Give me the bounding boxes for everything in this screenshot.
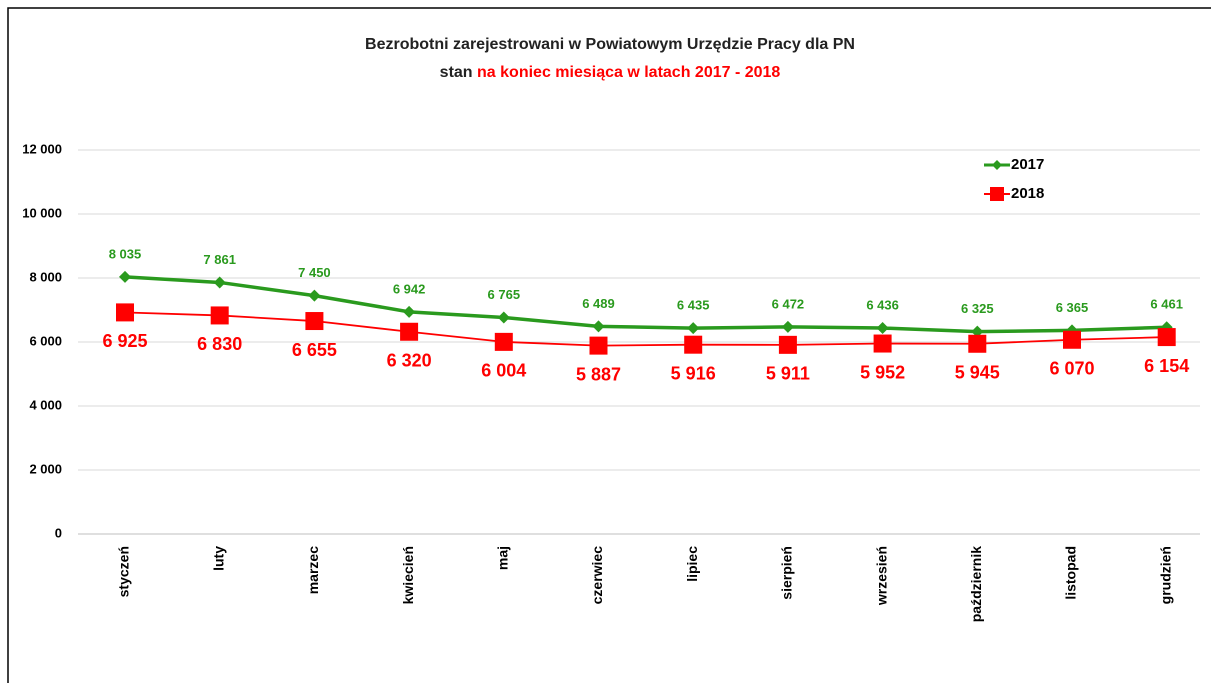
data-label: 6 925 — [102, 331, 147, 351]
x-tick-label: kwiecień — [400, 546, 416, 604]
chart-title: Bezrobotni zarejestrowani w Powiatowym U… — [365, 36, 855, 53]
x-tick-label: sierpień — [779, 546, 795, 600]
x-tick-label: styczeń — [116, 546, 132, 597]
marker — [400, 322, 419, 341]
y-tick-label: 0 — [55, 525, 62, 540]
y-tick-label: 8 000 — [29, 269, 62, 284]
marker — [687, 322, 700, 335]
marker — [876, 322, 889, 335]
x-tick-label: marzec — [305, 546, 321, 594]
marker — [494, 332, 513, 351]
x-tick-label: czerwiec — [589, 546, 605, 605]
data-label: 6 004 — [481, 361, 526, 381]
marker — [1157, 328, 1176, 347]
subtitle-part: na koniec miesiąca w latach 2017 - 2018 — [477, 64, 780, 81]
legend-marker — [990, 187, 1004, 201]
marker — [971, 325, 984, 338]
data-label: 5 952 — [860, 362, 905, 382]
y-tick-label: 2 000 — [29, 461, 62, 476]
marker — [116, 303, 134, 322]
x-tick-label: luty — [210, 546, 226, 571]
data-label: 6 942 — [393, 281, 426, 296]
data-label: 6 365 — [1056, 300, 1089, 315]
x-tick-label: wrzesień — [873, 546, 889, 606]
marker — [119, 270, 131, 283]
data-label: 6 765 — [488, 287, 521, 302]
marker — [497, 311, 510, 324]
data-label: 6 070 — [1049, 359, 1094, 379]
marker — [781, 320, 794, 333]
marker — [968, 334, 987, 353]
marker — [778, 335, 797, 354]
data-label: 6 489 — [582, 296, 615, 311]
data-label: 6 320 — [387, 351, 432, 371]
data-label: 6 655 — [292, 340, 337, 360]
data-label: 7 450 — [298, 265, 331, 280]
marker — [873, 334, 892, 353]
marker — [684, 335, 703, 354]
data-label: 7 861 — [203, 252, 236, 267]
data-label: 6 154 — [1144, 356, 1189, 376]
data-label: 5 945 — [955, 363, 1000, 383]
data-label: 6 461 — [1150, 297, 1183, 312]
chart-subtitle: stan na koniec miesiąca w latach 2017 - … — [440, 64, 781, 81]
x-tick-label: lipiec — [684, 546, 700, 582]
data-label: 5 911 — [766, 364, 810, 384]
subtitle-part: stan — [440, 64, 473, 81]
series-line — [124, 275, 1167, 334]
data-label: 6 435 — [677, 298, 710, 313]
data-label: 8 035 — [109, 246, 142, 261]
marker — [213, 276, 226, 289]
data-label: 6 436 — [866, 297, 899, 312]
marker — [403, 305, 416, 318]
marker — [210, 306, 229, 325]
marker — [305, 312, 324, 331]
legend-marker — [992, 160, 1002, 170]
marker — [592, 320, 605, 333]
data-label: 6 472 — [772, 296, 805, 311]
x-tick-label: grudzień — [1157, 546, 1173, 604]
y-tick-label: 4 000 — [29, 397, 62, 412]
series-line — [124, 311, 1167, 347]
legend-label: 2017 — [1011, 156, 1044, 173]
x-tick-label: maj — [495, 546, 511, 570]
x-tick-label: listopad — [1063, 546, 1079, 600]
data-label: 5 887 — [576, 364, 621, 384]
y-tick-label: 12 000 — [22, 141, 62, 156]
legend-label: 2018 — [1011, 185, 1044, 202]
x-tick-label: październik — [968, 546, 984, 622]
y-tick-label: 6 000 — [29, 333, 62, 348]
marker — [1063, 330, 1081, 349]
y-tick-label: 10 000 — [22, 205, 62, 220]
marker — [308, 289, 321, 302]
data-label: 6 830 — [197, 334, 242, 354]
data-label: 6 325 — [961, 301, 994, 316]
data-label: 5 916 — [671, 363, 716, 383]
marker — [589, 336, 608, 355]
